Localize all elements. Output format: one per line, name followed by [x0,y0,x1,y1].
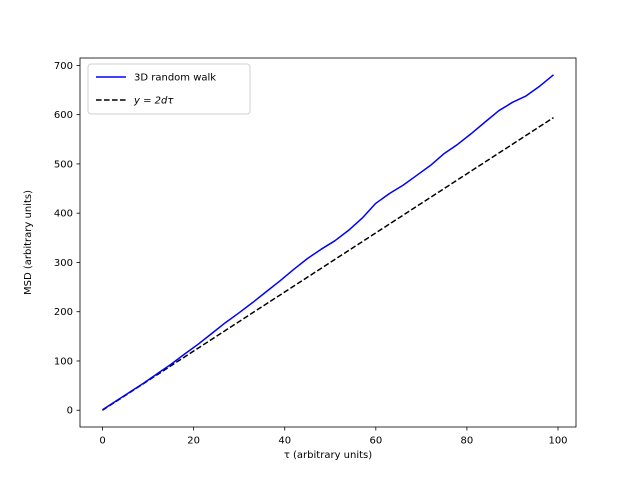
x-tick-label: 100 [548,436,567,447]
y-tick-label: 100 [54,356,73,367]
x-tick-label: 40 [278,436,291,447]
random-walk-line [102,74,554,411]
y-axis-label: MSD (arbitrary units) [23,190,34,295]
y-tick-label: 300 [54,258,73,269]
x-tick-label: 60 [369,436,382,447]
y-tick-label: 0 [67,406,73,417]
x-tick-label: 20 [187,436,200,447]
legend-box [87,63,251,115]
x-tick-label: 80 [461,436,474,447]
y-tick-label: 400 [54,209,73,220]
axes-spines [79,57,577,428]
x-axis-label: τ (arbitrary units) [284,450,372,461]
legend-label-1: y = 2dτ [133,96,174,107]
legend-label-0: 3D random walk [134,73,216,84]
y-tick-label: 700 [54,61,73,72]
y-tick-label: 200 [54,307,73,318]
y-tick-label: 500 [54,159,73,170]
y-tick-label: 600 [54,110,73,121]
theory-line [102,116,554,411]
x-tick-label: 0 [99,436,105,447]
